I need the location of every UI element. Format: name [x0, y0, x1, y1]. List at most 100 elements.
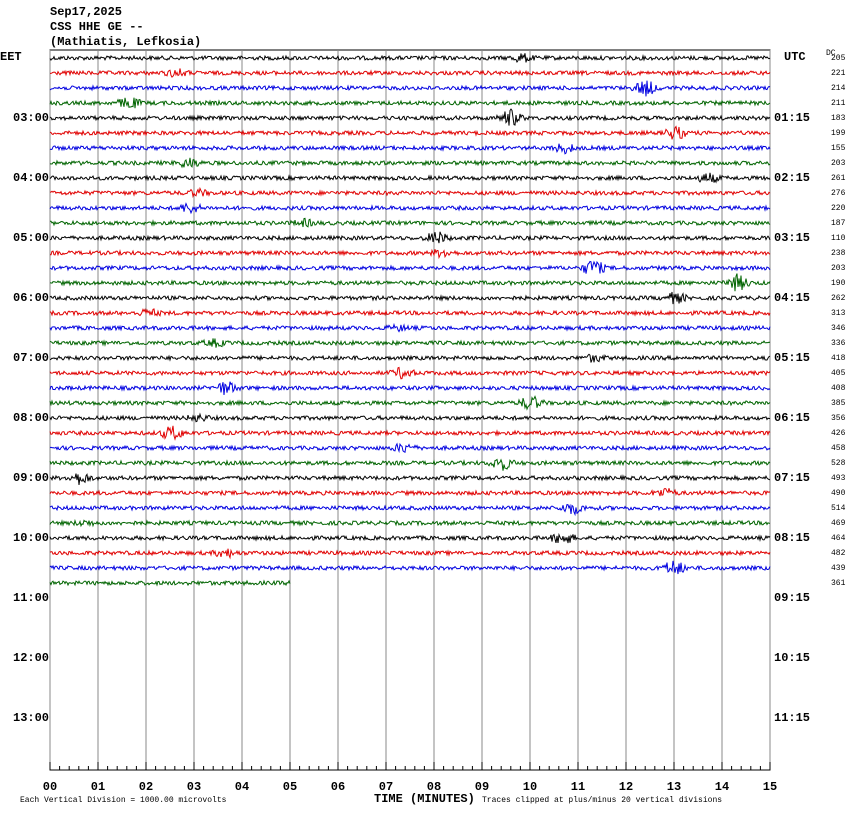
trace [49, 442, 771, 454]
trace [49, 458, 771, 471]
right-time-label: 01:15 [774, 111, 810, 125]
left-timezone: EET [0, 50, 22, 64]
trace [49, 353, 771, 363]
dc-value: 464 [831, 534, 846, 543]
dc-value: 482 [831, 549, 846, 558]
x-tick-label: 00 [43, 780, 57, 794]
trace [49, 186, 771, 199]
dc-value: 203 [831, 264, 846, 273]
x-tick-label: 07 [379, 780, 393, 794]
trace [49, 548, 771, 560]
x-tick-label: 02 [139, 780, 153, 794]
dc-value: 190 [831, 279, 846, 288]
x-tick-label: 12 [619, 780, 633, 794]
trace [50, 217, 771, 228]
right-time-label: 04:15 [774, 291, 810, 305]
trace [49, 143, 771, 155]
trace [49, 231, 771, 244]
dc-value: 490 [831, 489, 846, 498]
left-time-label: 12:00 [13, 651, 49, 665]
x-tick-label: 14 [715, 780, 729, 794]
dc-value: 458 [831, 444, 846, 453]
header-date: Sep17,2025 [50, 5, 122, 19]
right-time-label: 03:15 [774, 231, 810, 245]
x-tick-label: 05 [283, 780, 297, 794]
right-time-label: 07:15 [774, 471, 810, 485]
left-time-label: 11:00 [13, 591, 49, 605]
x-tick-label: 13 [667, 780, 681, 794]
dc-value: 336 [831, 339, 846, 348]
dc-value: 313 [831, 309, 846, 318]
left-time-label: 05:00 [13, 231, 49, 245]
dc-value: 528 [831, 459, 846, 468]
dc-value: 261 [831, 174, 846, 183]
x-axis-title: TIME (MINUTES) [374, 792, 475, 806]
trace [49, 579, 291, 587]
trace [49, 291, 771, 305]
trace [49, 172, 771, 184]
dc-value: 262 [831, 294, 846, 303]
footnote-left: Each Vertical Division = 1000.00 microvo… [20, 796, 227, 805]
dc-value: 361 [831, 579, 846, 588]
left-time-label: 08:00 [13, 411, 49, 425]
dc-value: 214 [831, 84, 846, 93]
trace [49, 381, 771, 396]
trace [49, 125, 771, 140]
trace [49, 473, 771, 486]
dc-value: 220 [831, 204, 846, 213]
right-time-label: 02:15 [774, 171, 810, 185]
right-time-label: 11:15 [774, 711, 810, 725]
right-time-label: 10:15 [774, 651, 810, 665]
x-tick-label: 04 [235, 780, 249, 794]
dc-value: 469 [831, 519, 846, 528]
dc-value: 183 [831, 114, 846, 123]
left-time-label: 03:00 [13, 111, 49, 125]
trace [49, 366, 771, 380]
dc-value: 418 [831, 354, 846, 363]
trace [49, 425, 771, 441]
left-time-label: 07:00 [13, 351, 49, 365]
dc-value: 199 [831, 129, 846, 138]
x-tick-label: 10 [523, 780, 537, 794]
x-tick-label: 15 [763, 780, 777, 794]
trace [49, 560, 771, 575]
trace [49, 53, 771, 64]
dc-value: 205 [831, 54, 846, 63]
dc-value: 356 [831, 414, 846, 423]
dc-value: 238 [831, 249, 846, 258]
right-time-label: 06:15 [774, 411, 810, 425]
trace [49, 260, 771, 274]
trace [49, 108, 771, 126]
x-tick-label: 09 [475, 780, 489, 794]
dc-label: DC [826, 49, 836, 58]
dc-value: 221 [831, 69, 846, 78]
footnote-right: Traces clipped at plus/minus 20 vertical… [482, 796, 722, 805]
dc-value: 203 [831, 159, 846, 168]
dc-value: 426 [831, 429, 846, 438]
dc-value: 211 [831, 99, 846, 108]
x-tick-label: 06 [331, 780, 345, 794]
right-time-label: 09:15 [774, 591, 810, 605]
dc-value: 346 [831, 324, 846, 333]
x-tick-label: 11 [571, 780, 585, 794]
dc-value: 276 [831, 189, 846, 198]
x-tick-label: 03 [187, 780, 201, 794]
left-time-label: 09:00 [13, 471, 49, 485]
trace [50, 248, 771, 260]
trace [49, 97, 771, 109]
dc-value: 439 [831, 564, 846, 573]
dc-value: 408 [831, 384, 846, 393]
left-time-label: 04:00 [13, 171, 49, 185]
trace [49, 202, 771, 215]
dc-value: 385 [831, 399, 846, 408]
trace [49, 503, 771, 517]
x-tick-label: 01 [91, 780, 105, 794]
dc-value: 110 [831, 234, 846, 243]
right-time-label: 05:15 [774, 351, 810, 365]
right-timezone: UTC [784, 50, 806, 64]
trace [49, 157, 771, 169]
dc-value: 405 [831, 369, 846, 378]
header-location: (Mathiatis, Lefkosia) [50, 35, 201, 49]
trace [49, 338, 771, 348]
